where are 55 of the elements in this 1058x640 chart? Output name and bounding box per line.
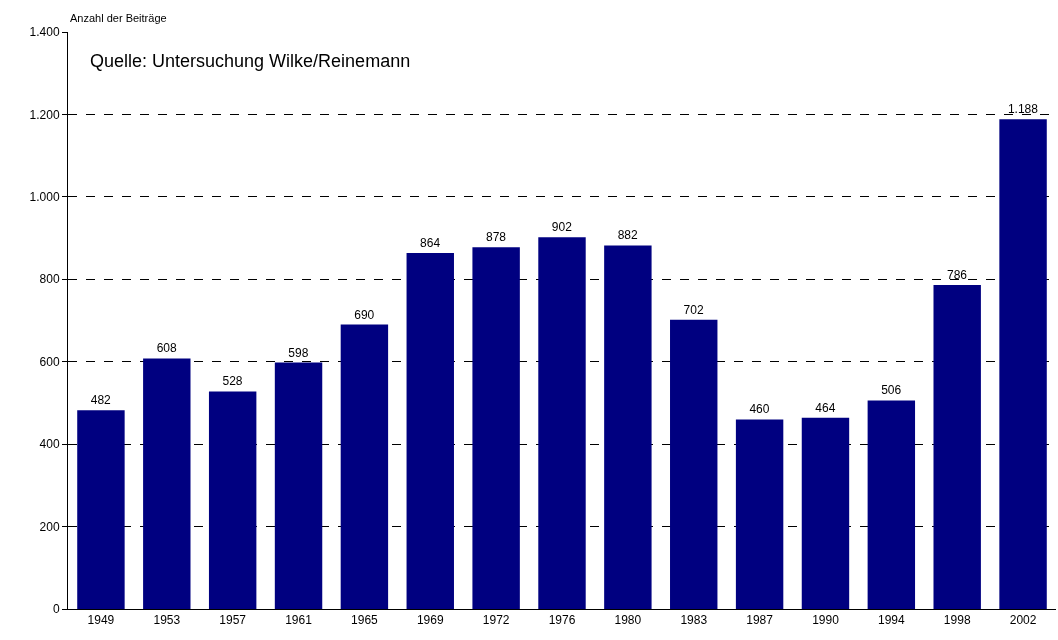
bar — [867, 400, 916, 609]
x-tick-label: 1980 — [614, 613, 642, 628]
x-tick-label: 1953 — [153, 613, 181, 628]
data-label: 702 — [683, 302, 704, 317]
x-tick-label: 1987 — [746, 613, 774, 628]
bar — [604, 245, 652, 609]
bar — [670, 319, 718, 609]
data-label: 608 — [156, 341, 177, 356]
y-axis-title: Anzahl der Beiträge — [70, 12, 167, 24]
x-tick-label: 1998 — [943, 613, 971, 628]
x-tick-label: 1965 — [351, 613, 379, 628]
data-label: 882 — [617, 228, 639, 243]
data-label: 506 — [881, 383, 902, 398]
x-tick-label: 1990 — [812, 613, 840, 628]
bar — [472, 247, 520, 609]
bar — [406, 252, 454, 609]
y-tick-label: 800 — [39, 272, 60, 287]
bar — [77, 410, 125, 609]
x-tick-label: 1957 — [219, 613, 247, 628]
bar — [999, 119, 1047, 609]
x-tick-label: 1961 — [285, 613, 313, 628]
bar — [538, 237, 586, 609]
bar — [274, 362, 323, 609]
data-label: 482 — [90, 393, 112, 408]
bar — [735, 419, 784, 609]
y-tick-label: 200 — [39, 519, 60, 534]
data-label: 902 — [551, 220, 573, 235]
x-tick-label: 1983 — [680, 613, 708, 628]
bar — [143, 358, 191, 609]
y-tick-label: 1.200 — [29, 107, 60, 122]
y-tick-label: 600 — [39, 354, 60, 369]
x-tick-label: 2002 — [1009, 613, 1037, 628]
bar — [933, 285, 981, 609]
x-tick-label: 1949 — [87, 613, 115, 628]
y-tick-label: 400 — [39, 437, 60, 452]
bar — [340, 324, 389, 609]
y-tick-label: 1.400 — [29, 25, 60, 40]
y-tick-label: 1.000 — [29, 190, 60, 205]
data-label: 878 — [485, 230, 507, 245]
data-label: 464 — [815, 400, 836, 415]
data-label: 864 — [420, 235, 441, 250]
x-tick-label: 1994 — [877, 613, 905, 628]
x-tick-label: 1976 — [548, 613, 576, 628]
bar — [801, 417, 850, 609]
data-label: 528 — [222, 374, 243, 389]
annotation: Quelle: Untersuchung Wilke/Reinemann — [90, 51, 411, 71]
y-tick-label: 0 — [52, 602, 60, 617]
data-label: 598 — [288, 345, 309, 360]
data-label: 460 — [749, 402, 770, 417]
data-label: 690 — [354, 307, 375, 322]
data-label: 786 — [947, 268, 968, 283]
bar — [208, 391, 257, 609]
x-tick-label: 1972 — [482, 613, 510, 628]
x-tick-label: 1969 — [416, 613, 444, 628]
data-label: 1.188 — [1007, 102, 1039, 117]
